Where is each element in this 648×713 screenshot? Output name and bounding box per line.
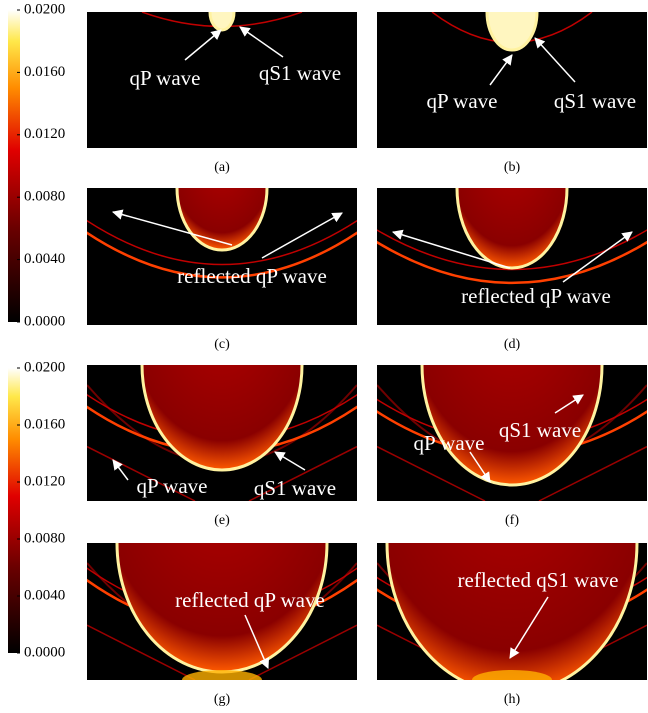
colorbar-tick-label: 0.0040 (24, 251, 65, 267)
arrow (239, 26, 284, 58)
annotation: qP wave (427, 89, 498, 113)
annotation: qS1 wave (554, 89, 636, 113)
arrow (562, 231, 633, 283)
annotation: reflected qP wave (177, 264, 327, 288)
qs1-front (208, 12, 236, 32)
arrow (244, 614, 270, 669)
side-front (377, 445, 647, 501)
colorbar-tick-label: 0.0080 (24, 189, 65, 205)
panel (377, 188, 647, 325)
surface-glow (472, 670, 552, 680)
side-front (87, 624, 357, 680)
panel (87, 188, 357, 325)
caption: (e) (214, 513, 230, 528)
reflected-front (87, 219, 357, 266)
panel-bg (87, 12, 357, 148)
panel (377, 12, 647, 148)
caption: (a) (214, 160, 230, 175)
colorbar-tick-label: 0.0080 (24, 530, 65, 546)
surface-glow (182, 670, 262, 680)
arrow (509, 596, 549, 659)
arrow (112, 459, 129, 481)
panel (87, 543, 357, 680)
colorbar-tick-label: 0.0000 (24, 644, 65, 660)
annotation: qS1 wave (254, 476, 336, 500)
caption: (g) (214, 692, 231, 707)
annotation: reflected qP wave (461, 284, 611, 308)
arrow (469, 451, 491, 483)
arrow (274, 451, 306, 471)
annotation: reflected qS1 wave (458, 568, 619, 592)
caption: (b) (504, 160, 521, 175)
colorbar (8, 368, 20, 653)
annotation: reflected qP wave (175, 588, 325, 612)
qs1-front (140, 365, 304, 472)
caption: (h) (504, 692, 521, 707)
qs1-front (455, 188, 569, 270)
annotation: qS1 wave (259, 61, 341, 85)
arrow (534, 37, 576, 83)
arrow (184, 29, 222, 61)
annotation: qP wave (414, 431, 485, 455)
annotation: qP wave (130, 66, 201, 90)
arrow (111, 209, 233, 246)
reflected-front (377, 240, 647, 285)
annotation: qS1 wave (499, 418, 581, 442)
panel (377, 543, 647, 680)
colorbar (8, 10, 20, 322)
colorbar-tick-label: 0.0120 (24, 126, 65, 142)
colorbar-tick-label: 0.0200 (24, 359, 65, 375)
colorbar-tick-label: 0.0000 (24, 313, 65, 329)
side-front (87, 445, 357, 501)
qs1-front (420, 365, 604, 487)
colorbar-tick-label: 0.0160 (24, 64, 65, 80)
colorbar-tick-label: 0.0160 (24, 416, 65, 432)
arrow (489, 54, 513, 86)
colorbar-tick-label: 0.0120 (24, 473, 65, 489)
arrow (391, 229, 511, 269)
caption: (f) (505, 513, 519, 528)
colorbar-tick-label: 0.0200 (24, 1, 65, 17)
arrow (554, 394, 584, 414)
panel (87, 365, 357, 501)
panel (87, 12, 357, 148)
panel (377, 365, 647, 501)
qs1-front (385, 543, 639, 680)
arrow (261, 212, 343, 259)
caption: (d) (504, 337, 521, 352)
qs1-front (485, 12, 539, 52)
caption: (c) (214, 337, 230, 352)
annotation: qP wave (137, 474, 208, 498)
reflected-front (87, 231, 357, 279)
colorbar-tick-label: 0.0040 (24, 587, 65, 603)
qs1-front (175, 188, 269, 252)
